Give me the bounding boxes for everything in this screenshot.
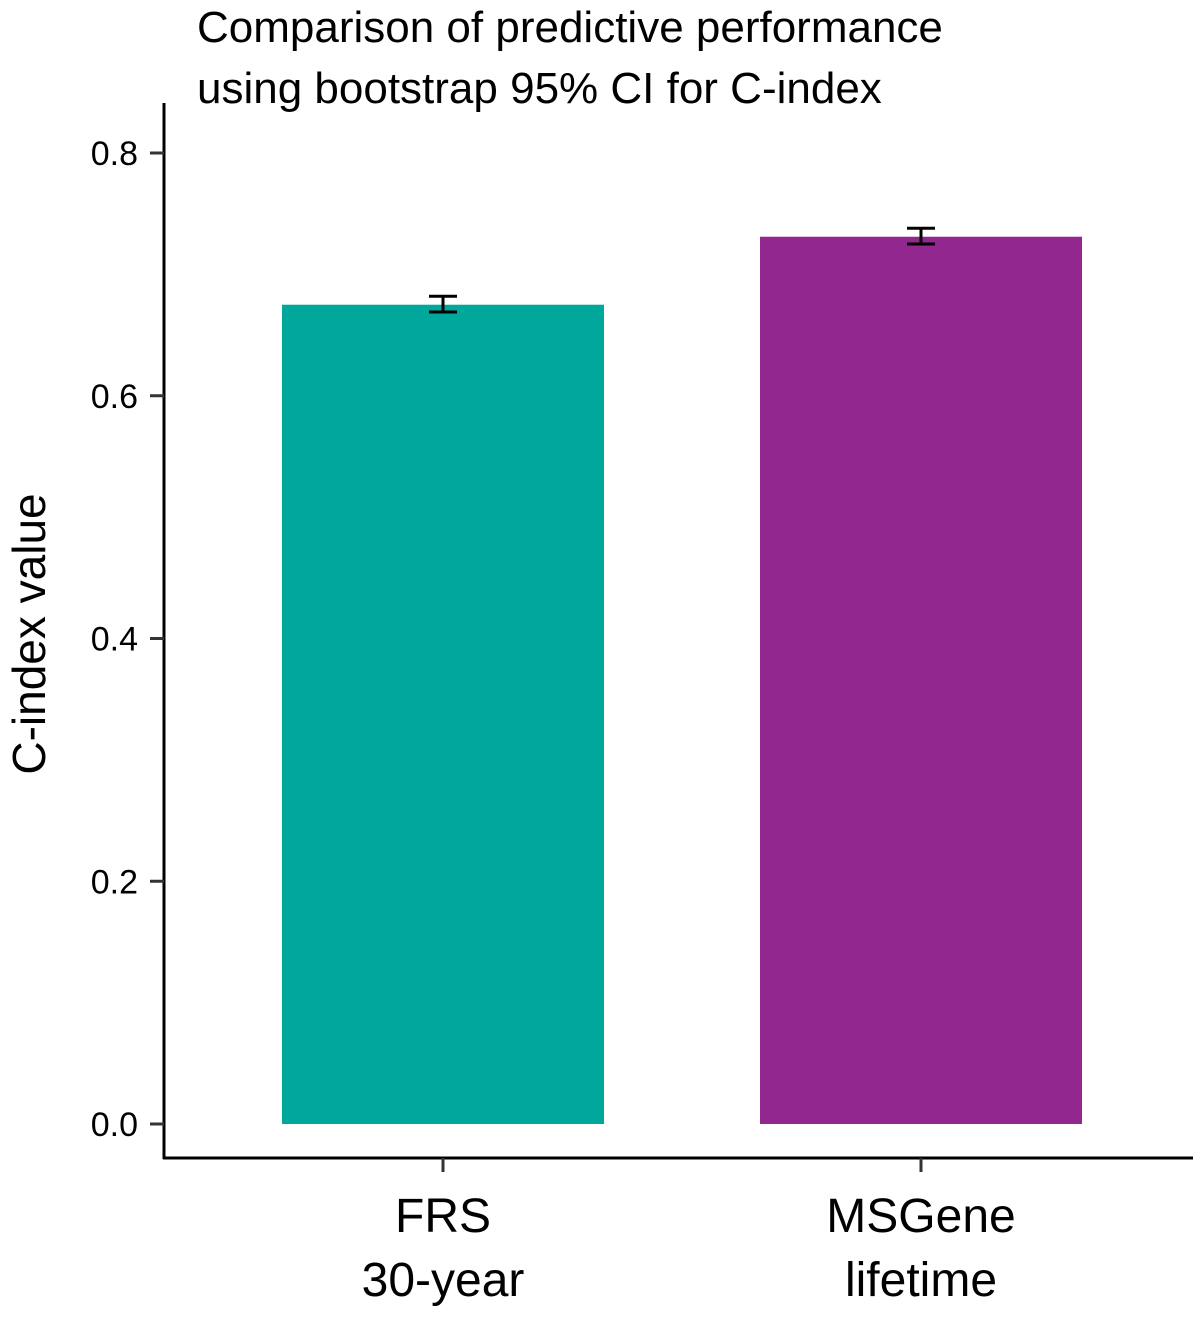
x-tick-label-1-line-1: lifetime bbox=[845, 1254, 997, 1307]
y-tick-label-2: 0.4 bbox=[91, 621, 138, 659]
y-tick-label-4: 0.8 bbox=[91, 135, 138, 173]
y-tick-label-0: 0.0 bbox=[91, 1106, 138, 1144]
bar-0 bbox=[282, 304, 604, 1124]
x-tick-label-0-line-1: 30-year bbox=[362, 1254, 525, 1307]
y-axis-label: C-index value bbox=[3, 493, 55, 774]
chart-title-line-2: using bootstrap 95% CI for C-index bbox=[197, 64, 882, 113]
plot-area: 0.0 0.2 0.4 0.6 0.8 FRS 30-year MSGene lifetime bbox=[91, 103, 1193, 1307]
y-tick-label-3: 0.6 bbox=[91, 378, 138, 416]
x-tick-label-1-line-0: MSGene bbox=[826, 1190, 1015, 1243]
x-tick-label-0-line-0: FRS bbox=[395, 1190, 491, 1243]
bar-1 bbox=[760, 236, 1082, 1124]
y-tick-label-1: 0.2 bbox=[91, 863, 138, 901]
chart-title-line-1: Comparison of predictive performance bbox=[197, 3, 943, 52]
